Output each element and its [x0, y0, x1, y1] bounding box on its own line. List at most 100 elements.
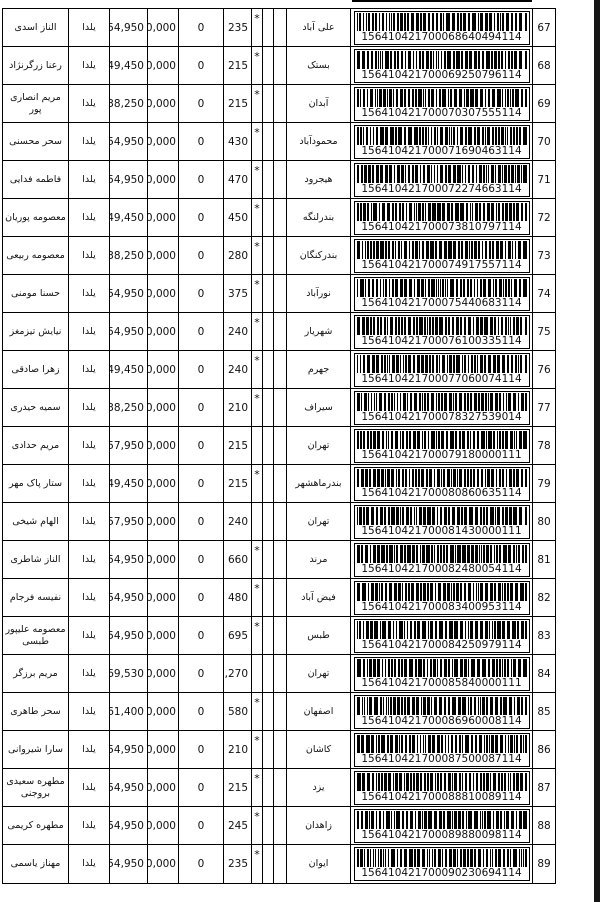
barcode-number: 156410421700070307555114	[361, 106, 522, 119]
barcode-number: 156410421700090230694114	[361, 867, 522, 879]
cell-amount: 54,950	[110, 123, 148, 160]
cell-destination-city: محمودآباد	[287, 123, 351, 160]
cell-spacer	[263, 351, 274, 388]
cell-plan-label: یلدا	[69, 617, 110, 654]
cell-destination-city: سیراف	[287, 389, 351, 426]
cell-spacer	[274, 9, 287, 46]
cell-destination-city: کاشان	[287, 731, 351, 768]
cell-barcode: 156410421700070307555114	[351, 85, 533, 122]
cell-spacer	[263, 579, 274, 616]
barcode-number: 156410421700078327539014	[361, 410, 522, 423]
cell-zero-value: 0	[179, 503, 224, 540]
cell-amount: 54,950	[110, 845, 148, 883]
barcode-bars-icon	[356, 392, 527, 411]
cell-plan-label: یلدا	[69, 579, 110, 616]
cell-row-number: 69	[537, 97, 551, 110]
cell-recipient-name: مریم برزگر	[3, 655, 69, 692]
cell-base-amount: 50,000	[148, 313, 179, 350]
cell-star-flag: *	[252, 9, 263, 46]
cell-row-number: 67	[537, 21, 551, 34]
cell-weight: 215	[224, 47, 252, 84]
cell-weight: 660	[224, 541, 252, 578]
cell-spacer	[274, 579, 287, 616]
cell-destination-city: یزد	[287, 769, 351, 806]
cell-plan-label: یلدا	[69, 465, 110, 502]
cell-destination-city: مرند	[287, 541, 351, 578]
cell-zero-value: 0	[179, 237, 224, 274]
barcode-number: 156410421700085840000111	[361, 676, 522, 689]
cell-spacer	[263, 123, 274, 160]
cell-barcode: 156410421700087500087114	[351, 731, 533, 768]
cell-destination-city: جهرم	[287, 351, 351, 388]
cell-weight: 215	[224, 85, 252, 122]
cell-plan-label: یلدا	[69, 769, 110, 806]
barcode-number: 156410421700084250979114	[361, 638, 522, 651]
cell-weight: 375	[224, 275, 252, 312]
barcode-bars-icon	[356, 849, 527, 867]
barcode-bars-icon	[356, 772, 527, 791]
barcode-bars-icon	[356, 734, 527, 753]
cell-base-amount: 50,000	[148, 845, 179, 883]
cell-plan-label: یلدا	[69, 389, 110, 426]
cell-recipient-name: معصومه علیپور طبسی	[3, 617, 69, 654]
cell-plan-label: یلدا	[69, 123, 110, 160]
barcode-image: 156410421700076100335114	[353, 314, 530, 349]
cell-row-number: 77	[537, 401, 551, 414]
cell-weight: 235	[224, 9, 252, 46]
cell-row-number: 73	[537, 249, 551, 262]
cell-spacer	[274, 541, 287, 578]
cell-plan-label: یلدا	[69, 237, 110, 274]
cell-zero-value: 0	[179, 161, 224, 198]
cell-recipient-name: ستار پاک مهر	[3, 465, 69, 502]
cell-barcode: 156410421700084250979114	[351, 617, 533, 654]
cell-recipient-name: فاطمه فدایی	[3, 161, 69, 198]
cell-row-number: 87	[537, 781, 551, 794]
cell-barcode: 156410421700072274663114	[351, 161, 533, 198]
cell-barcode: 156410421700086960008114	[351, 693, 533, 730]
barcode-bars-icon	[356, 240, 527, 259]
barcode-bars-icon	[356, 164, 527, 183]
barcode-number: 156410421700083400953114	[361, 600, 522, 613]
cell-spacer	[263, 85, 274, 122]
barcode-number: 156410421700086960008114	[361, 714, 522, 727]
cell-spacer	[263, 617, 274, 654]
barcode-image: 156410421700075440683114	[353, 276, 530, 311]
cell-spacer	[274, 465, 287, 502]
cell-plan-label: یلدا	[69, 85, 110, 122]
cell-star-flag: *	[252, 579, 263, 616]
barcode-bars-icon	[356, 620, 527, 639]
cell-star-flag: *	[252, 465, 263, 502]
cell-amount: 57,950	[110, 503, 148, 540]
cell-amount: 54,950	[110, 731, 148, 768]
cell-barcode: 156410421700076100335114	[351, 313, 533, 350]
cell-base-amount: 50,000	[148, 427, 179, 464]
cell-zero-value: 0	[179, 807, 224, 844]
cell-spacer	[263, 731, 274, 768]
cell-zero-value: 0	[179, 731, 224, 768]
cell-spacer	[274, 199, 287, 236]
cell-row-number: 89	[537, 858, 551, 870]
cell-barcode: 156410421700077060074114	[351, 351, 533, 388]
cell-amount: 49,450	[110, 351, 148, 388]
barcode-image: 156410421700081430000111	[353, 504, 530, 539]
cell-row-number: 71	[537, 173, 551, 186]
barcode-number: 156410421700075440683114	[361, 296, 522, 309]
cell-amount: 54,950	[110, 617, 148, 654]
cell-star-flag: *	[252, 161, 263, 198]
barcode-bars-icon	[356, 810, 527, 829]
cell-row-number: 84	[537, 667, 551, 680]
previous-row-barcode-edge	[352, 0, 532, 2]
cell-spacer	[263, 807, 274, 844]
cell-row-number: 79	[537, 477, 551, 490]
barcode-number: 156410421700072274663114	[361, 182, 522, 195]
cell-star-flag: *	[252, 85, 263, 122]
cell-weight: 210	[224, 731, 252, 768]
cell-spacer	[263, 237, 274, 274]
barcode-bars-icon	[356, 658, 527, 677]
barcode-image: 156410421700074917557114	[353, 238, 530, 273]
cell-recipient-name: مریم انصاری پور	[3, 85, 69, 122]
